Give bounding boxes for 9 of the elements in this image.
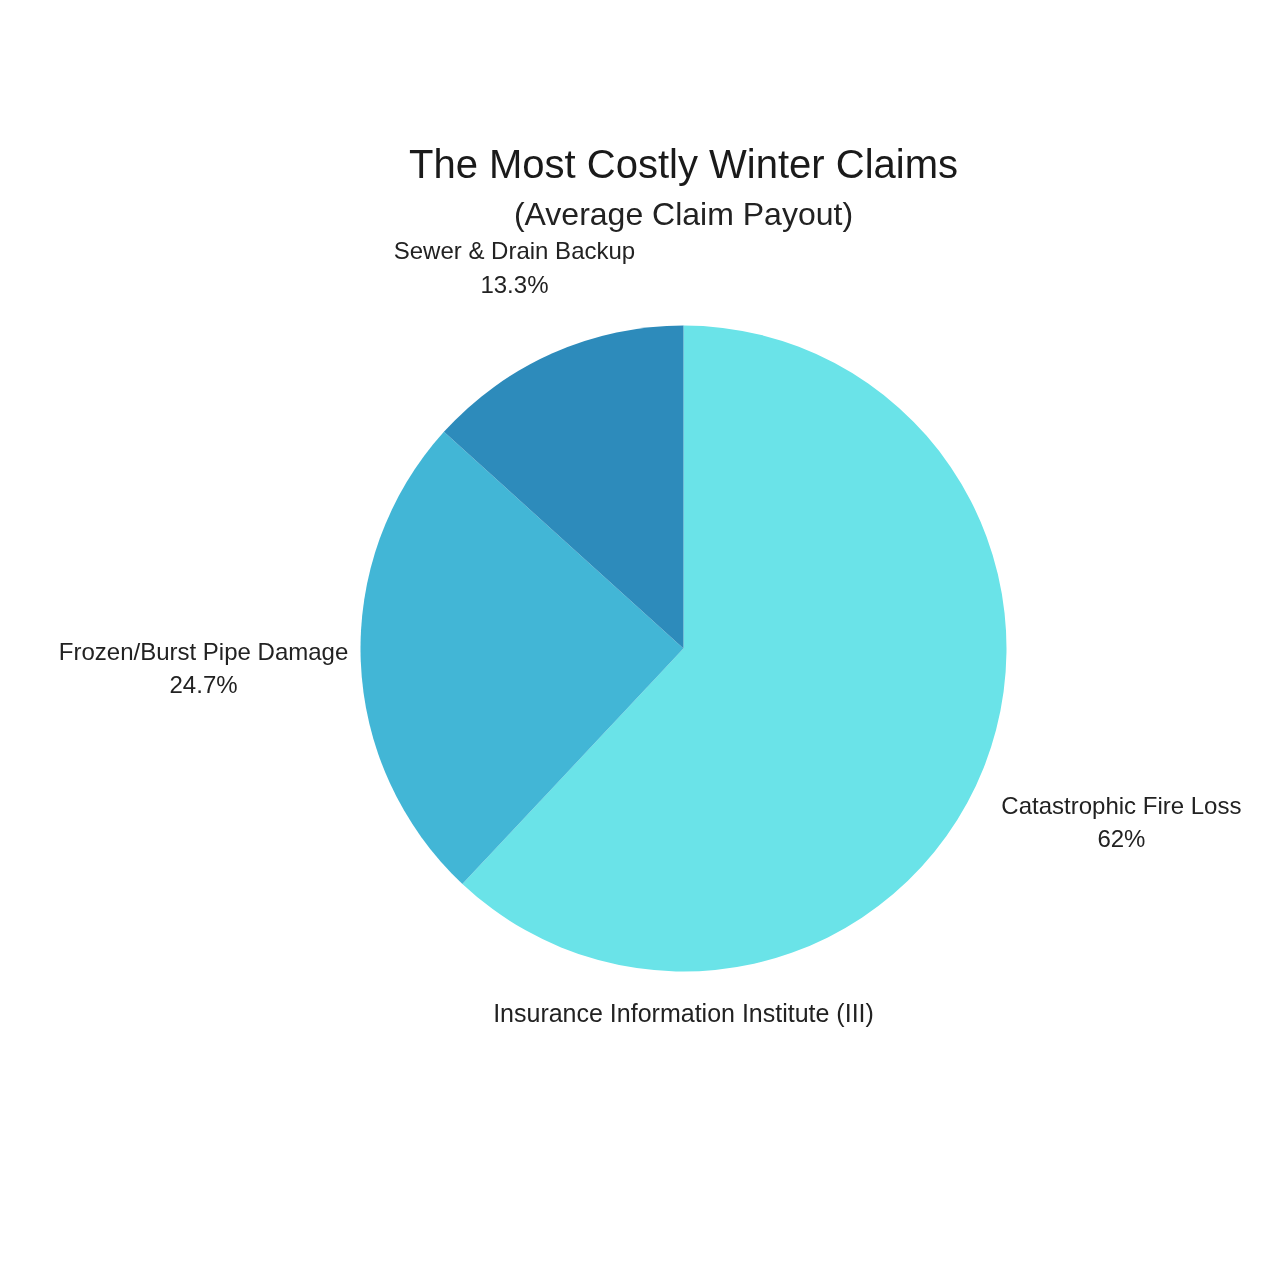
slice-label: Catastrophic Fire Loss (1001, 791, 1242, 819)
data-label: 62% (1097, 825, 1146, 853)
slice-label: Sewer & Drain Backup (393, 237, 636, 265)
chart-title: The Most Costly Winter Claims (409, 141, 958, 186)
data-label: 24.7% (169, 671, 238, 699)
text: Insurance Information Institute (III) (493, 998, 874, 1027)
slice-label: Frozen/Burst Pipe Damage (58, 637, 349, 665)
data-label: 13.3% (480, 271, 549, 299)
chart-subtitle: (Average Claim Payout) (513, 195, 854, 232)
